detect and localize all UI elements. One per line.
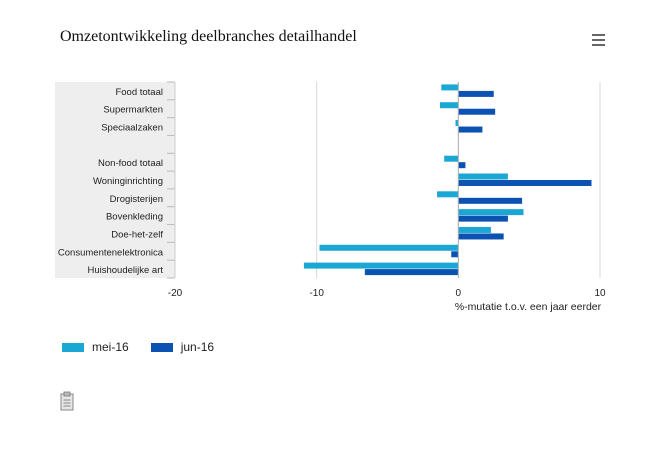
bar-mei-16 <box>458 226 491 233</box>
bar-mei-16 <box>319 244 459 251</box>
clipboard-icon[interactable] <box>60 391 74 411</box>
bar-jun-16 <box>458 90 494 97</box>
bar-jun-16 <box>458 215 508 222</box>
category-label: Food totaal <box>115 87 163 98</box>
x-tick-label: 10 <box>594 288 606 299</box>
bar-mei-16 <box>458 209 524 216</box>
category-label: Woninginrichting <box>93 176 163 187</box>
bar-jun-16 <box>364 269 459 276</box>
bar-jun-16 <box>451 251 459 258</box>
bar-jun-16 <box>458 108 496 115</box>
category-label: Drogisterijen <box>110 194 163 205</box>
x-axis-title: %-mutatie t.o.v. een jaar eerder <box>455 301 602 313</box>
bar-mei-16 <box>437 191 459 198</box>
bar-mei-16 <box>439 102 459 109</box>
category-band <box>55 82 175 278</box>
bar-jun-16 <box>458 233 504 240</box>
legend-item-jun[interactable]: jun-16 <box>150 340 215 354</box>
category-label: Supermarkten <box>103 105 163 116</box>
legend-swatch-jun <box>150 342 173 352</box>
bar-mei-16 <box>444 155 459 162</box>
bar-mei-16 <box>455 120 459 127</box>
bar-mei-16 <box>303 262 459 269</box>
hamburger-menu-icon <box>592 34 605 36</box>
category-label: Consumentenelektronica <box>58 247 164 258</box>
legend-item-mei[interactable]: mei-16 <box>62 340 129 354</box>
category-label: Bovenkleding <box>106 212 163 223</box>
legend-label-jun: jun-16 <box>180 340 215 354</box>
chart-title: Omzetontwikkeling deelbranches detailhan… <box>60 28 357 45</box>
bar-mei-16 <box>441 84 459 91</box>
category-label: Non-food totaal <box>98 158 163 169</box>
category-label: Speciaalzaken <box>101 123 163 134</box>
x-tick-label: 0 <box>456 288 462 299</box>
category-label: Doe-het-zelf <box>111 229 163 240</box>
bar-jun-16 <box>458 197 523 204</box>
x-tick-label: -20 <box>168 288 183 299</box>
legend: mei-16 jun-16 <box>62 340 214 354</box>
hamburger-menu-icon-bar <box>592 44 605 46</box>
hamburger-menu-icon-bar <box>592 39 605 41</box>
bar-jun-16 <box>458 180 592 186</box>
category-label: Huishoudelijke art <box>87 265 163 276</box>
chart-menu-button[interactable] <box>588 31 610 49</box>
bar-jun-16 <box>458 162 466 169</box>
legend-label-mei: mei-16 <box>92 340 129 354</box>
bar-jun-16 <box>458 126 483 133</box>
x-tick-label: -10 <box>309 288 324 299</box>
legend-swatch-mei <box>62 342 84 352</box>
bar-mei-16 <box>458 173 508 180</box>
